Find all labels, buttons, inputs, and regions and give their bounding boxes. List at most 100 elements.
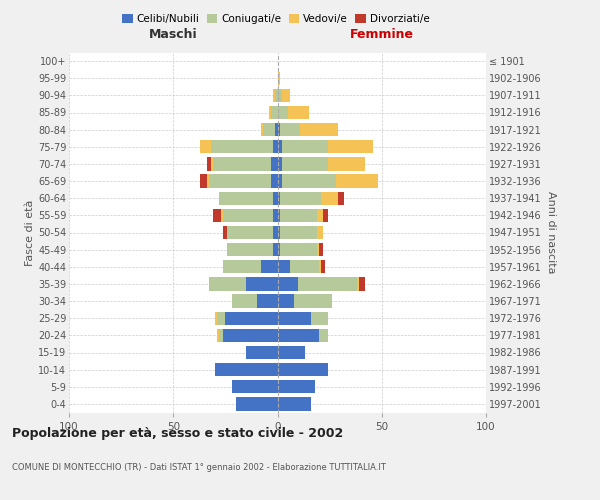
Bar [206,157,211,170]
Bar [357,277,359,290]
Bar [274,208,277,222]
Bar [288,106,309,119]
Bar [200,174,206,188]
Bar [223,328,277,342]
Bar [277,277,298,290]
Bar [317,226,323,239]
Bar [271,106,277,119]
Bar [219,328,223,342]
Bar [311,312,328,325]
Bar [277,72,280,85]
Bar [223,208,274,222]
Bar [275,88,277,102]
Bar [277,328,319,342]
Bar [277,243,280,256]
Bar [236,397,277,410]
Bar [232,380,277,394]
Text: Popolazione per età, sesso e stato civile - 2002: Popolazione per età, sesso e stato civil… [12,428,343,440]
Y-axis label: Anni di nascita: Anni di nascita [545,191,556,274]
Bar [223,226,227,239]
Bar [263,123,275,136]
Bar [215,312,217,325]
Bar [281,174,336,188]
Bar [277,363,328,376]
Bar [274,243,277,256]
Bar [319,260,321,274]
Bar [261,123,263,136]
Bar [277,397,311,410]
Bar [277,380,315,394]
Bar [275,123,277,136]
Bar [217,328,219,342]
Bar [321,260,325,274]
Bar [221,208,223,222]
Bar [277,312,311,325]
Bar [281,88,290,102]
Bar [277,106,288,119]
Bar [261,260,277,274]
Bar [213,157,271,170]
Bar [277,140,281,153]
Bar [277,260,290,274]
Y-axis label: Fasce di età: Fasce di età [25,200,35,266]
Bar [274,192,277,205]
Bar [257,294,277,308]
Bar [217,312,226,325]
Bar [338,192,344,205]
Bar [281,157,328,170]
Bar [277,294,294,308]
Bar [209,174,271,188]
Bar [280,226,317,239]
Bar [206,174,209,188]
Bar [227,226,274,239]
Bar [301,123,338,136]
Bar [226,312,277,325]
Bar [223,260,261,274]
Bar [280,123,301,136]
Bar [321,192,338,205]
Bar [280,192,321,205]
Text: COMUNE DI MONTECCHIO (TR) - Dati ISTAT 1° gennaio 2002 - Elaborazione TUTTITALIA: COMUNE DI MONTECCHIO (TR) - Dati ISTAT 1… [12,462,386,471]
Bar [274,226,277,239]
Bar [280,208,317,222]
Bar [274,88,275,102]
Bar [319,328,328,342]
Bar [281,140,328,153]
Bar [232,294,257,308]
Bar [277,123,280,136]
Bar [269,106,271,119]
Bar [277,157,281,170]
Bar [294,294,332,308]
Bar [290,260,319,274]
Bar [317,243,319,256]
Bar [277,174,281,188]
Bar [298,277,357,290]
Legend: Celibi/Nubili, Coniugati/e, Vedovi/e, Divorziati/e: Celibi/Nubili, Coniugati/e, Vedovi/e, Di… [118,10,434,29]
Bar [319,243,323,256]
Bar [277,208,280,222]
Bar [219,192,274,205]
Bar [200,140,211,153]
Bar [246,277,277,290]
Bar [246,346,277,359]
Bar [213,208,221,222]
Bar [271,157,277,170]
Bar [336,174,377,188]
Bar [277,192,280,205]
Bar [317,208,323,222]
Bar [280,243,317,256]
Bar [277,226,280,239]
Text: Maschi: Maschi [149,28,197,40]
Bar [271,174,277,188]
Bar [211,157,213,170]
Bar [277,88,281,102]
Bar [227,243,274,256]
Bar [209,277,246,290]
Bar [359,277,365,290]
Bar [277,346,305,359]
Bar [215,363,277,376]
Bar [328,140,373,153]
Bar [211,140,274,153]
Bar [328,157,365,170]
Bar [274,140,277,153]
